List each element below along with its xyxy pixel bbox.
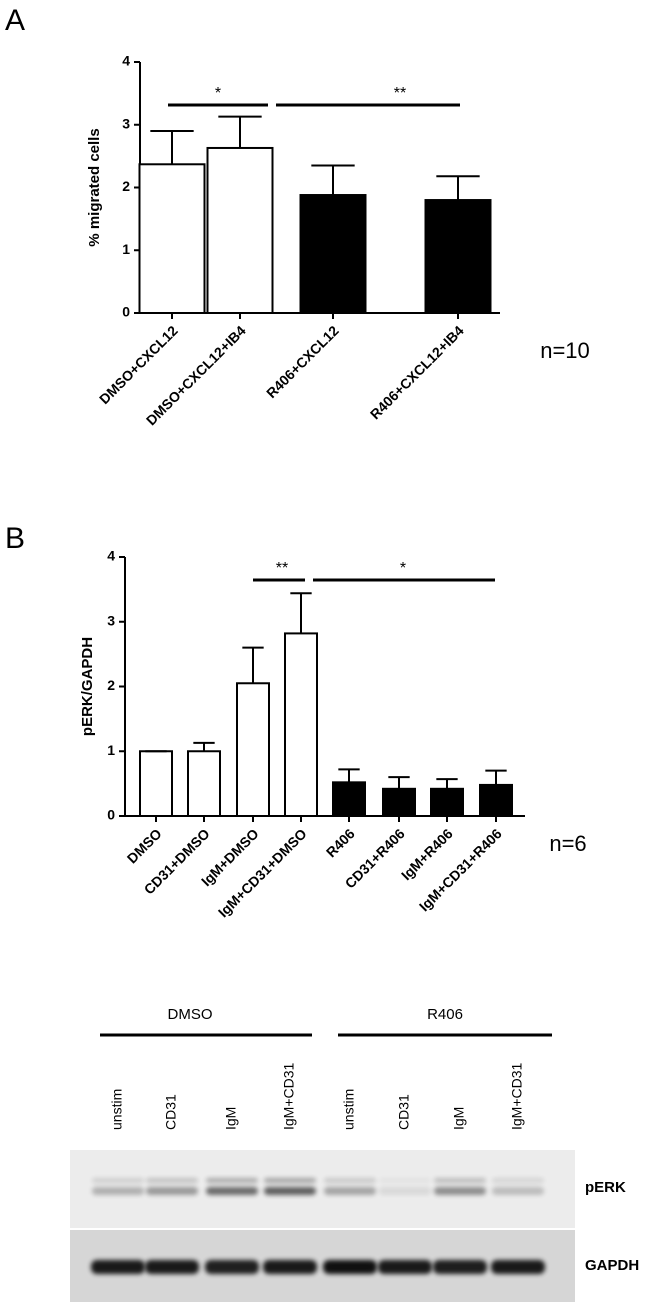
error-bar [485, 769, 507, 785]
x-tick-label: R406+CXCL12+IB4 [367, 322, 467, 422]
error-bar [193, 741, 215, 752]
band [434, 1187, 486, 1195]
band [91, 1260, 145, 1274]
y-tick-label: 0 [107, 807, 115, 823]
band [264, 1178, 316, 1183]
lane-label: IgM+CD31 [509, 1062, 525, 1130]
error-bar [436, 778, 458, 789]
bar [187, 750, 221, 817]
band [379, 1187, 431, 1195]
band [491, 1260, 545, 1274]
error-bar [150, 130, 194, 165]
band [324, 1187, 376, 1195]
bar [424, 199, 492, 314]
error-bar [290, 592, 312, 634]
group-label: DMSO [168, 1006, 213, 1023]
sample-size: n=10 [540, 338, 590, 363]
lane-label: CD31 [163, 1094, 179, 1130]
band [92, 1178, 144, 1183]
y-axis-label: % migrated cells [86, 128, 103, 246]
x-tick-label: IgM+CD31+R406 [416, 825, 505, 914]
band [146, 1187, 198, 1195]
x-tick-label: R406+CXCL12 [263, 322, 342, 401]
y-tick-label: 4 [122, 53, 130, 69]
bar [479, 783, 513, 817]
band [323, 1260, 377, 1274]
lane-label: IgM [451, 1107, 467, 1130]
y-tick-label: 2 [122, 178, 130, 194]
panel-label: A [5, 4, 25, 37]
y-tick-label: 2 [107, 677, 115, 693]
band [206, 1187, 258, 1195]
y-tick-label: 4 [107, 548, 115, 564]
row-label: GAPDH [585, 1257, 639, 1274]
panel-label: B [5, 522, 25, 555]
bar [139, 750, 173, 817]
band [205, 1260, 259, 1274]
bar [206, 146, 274, 314]
error-bar [218, 115, 262, 148]
band [378, 1260, 432, 1274]
band [206, 1178, 258, 1183]
row-label: pERK [585, 1179, 626, 1196]
western-blot: DMSO R406 pERK GAPDH unstim CD31 IgM IgM+CD… [70, 1006, 639, 1302]
y-tick-label: 1 [122, 241, 130, 257]
bar [430, 787, 464, 817]
y-tick-label: 0 [122, 304, 130, 320]
band [146, 1178, 198, 1183]
significance-label: ** [276, 560, 288, 577]
significance-label: * [400, 560, 406, 577]
significance-label: ** [394, 85, 406, 102]
band [92, 1187, 144, 1195]
error-bar [388, 776, 410, 789]
bar [138, 163, 206, 314]
error-bar [311, 164, 355, 196]
error-bar [338, 768, 360, 783]
band [145, 1260, 199, 1274]
bar [236, 682, 270, 818]
x-tick-label: IgM+CD31+DMSO [215, 825, 310, 920]
lane-label: unstim [341, 1089, 357, 1130]
bar [284, 632, 318, 818]
lane-label: CD31 [396, 1094, 412, 1130]
band [434, 1178, 486, 1183]
y-tick-label: 3 [122, 115, 130, 131]
y-tick-label: 3 [107, 612, 115, 628]
significance-label: * [215, 85, 221, 102]
group-label: R406 [427, 1006, 463, 1023]
y-axis-label: pERK/GAPDH [79, 637, 96, 736]
sample-size: n=6 [549, 831, 586, 856]
band [379, 1178, 431, 1183]
bar [332, 781, 366, 818]
band [492, 1187, 544, 1195]
lane-label: unstim [109, 1089, 125, 1130]
band [433, 1260, 487, 1274]
x-tick-label: R406 [323, 825, 358, 860]
band [264, 1187, 316, 1195]
lane-label: IgM+CD31 [281, 1062, 297, 1130]
lane-label: IgM [223, 1107, 239, 1130]
bar [382, 787, 416, 817]
band [263, 1260, 317, 1274]
x-tick-label: DMSO [124, 825, 165, 866]
bar [299, 194, 367, 314]
error-bar [436, 175, 480, 201]
band [324, 1178, 376, 1183]
band [492, 1178, 544, 1183]
error-bar [242, 646, 264, 684]
y-tick-label: 1 [107, 742, 115, 758]
